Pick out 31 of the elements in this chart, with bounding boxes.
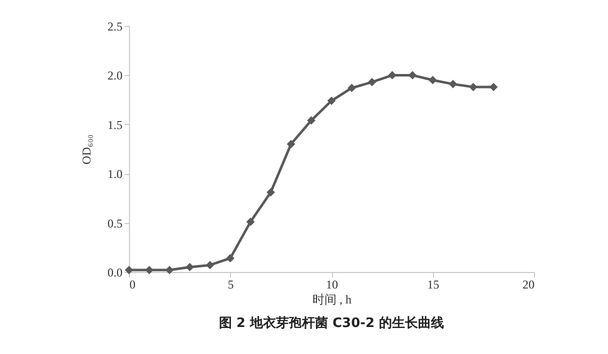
point (489, 82, 498, 92)
y-tick-label: 1.5 (108, 118, 122, 132)
point (348, 84, 356, 92)
x-tick-label: 5 (228, 278, 234, 292)
point (145, 266, 154, 274)
y-tick-label: 1.0 (108, 167, 122, 182)
y-tick-label: 2.0 (108, 68, 122, 83)
point (307, 116, 316, 125)
y-tick-label: 2.5 (108, 20, 122, 34)
x-tick-label: 10 (326, 278, 338, 292)
point (246, 218, 255, 226)
y-tick-label: 0.0 (108, 266, 122, 280)
point (327, 96, 336, 105)
point (165, 266, 174, 274)
point (266, 188, 275, 196)
point (226, 254, 234, 262)
point (368, 78, 376, 86)
y-axis-title: OD₆₀₀ (80, 134, 94, 164)
point (286, 140, 296, 148)
y-tick-label: 0.5 (108, 216, 122, 230)
point (428, 76, 437, 84)
x-tick-label: 15 (427, 278, 440, 292)
x-axis-title: 时间 , h (312, 292, 352, 306)
point (186, 262, 194, 272)
point (388, 71, 396, 80)
point (469, 82, 478, 92)
x-tick-label: 0 (130, 278, 136, 292)
text: 图 2 地衣芽孢杆菌 C30-2 的生长曲线 (218, 315, 444, 331)
point (206, 260, 214, 270)
x-tick-label: 20 (522, 278, 534, 292)
point (448, 80, 458, 88)
